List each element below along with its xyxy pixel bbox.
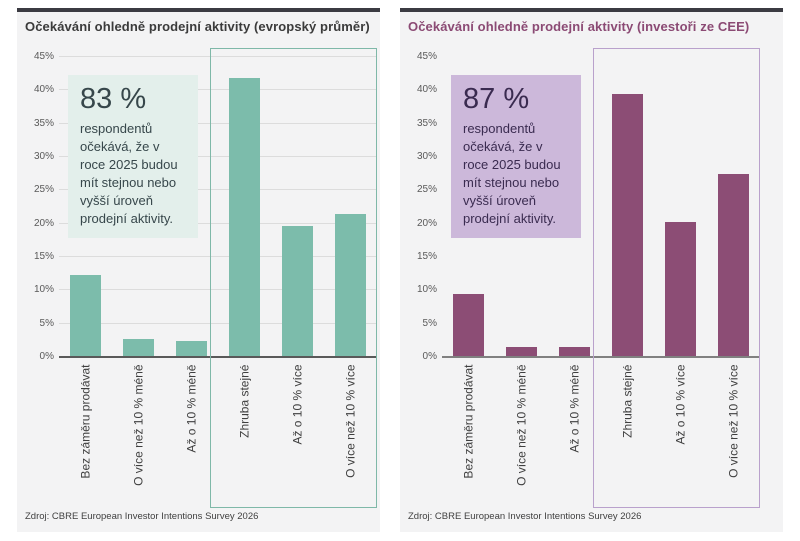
y-axis: 0% 5% 10% 15% 20% 25% 30% 35% 40% 45% <box>17 52 54 362</box>
gridline <box>59 189 377 191</box>
gridline <box>59 256 377 257</box>
y-tick-label: 30% <box>416 151 437 162</box>
bar <box>718 174 749 357</box>
bar <box>559 347 590 357</box>
y-tick-label: 5% <box>422 317 437 329</box>
x-axis-label: O více než 10 % méně <box>131 364 146 486</box>
gridline <box>59 56 377 57</box>
plot-area <box>442 57 760 358</box>
source-note: Zdroj: CBRE European Investor Intentions… <box>408 511 642 522</box>
highlight-box <box>210 48 377 508</box>
y-tick-label: 45% <box>33 51 54 62</box>
bar <box>123 339 154 357</box>
x-axis-label: Bez záměru prodávat <box>78 364 93 479</box>
chart-panel-european-average: Očekávání ohledně prodejní aktivity (evr… <box>17 8 380 532</box>
gridline <box>59 222 377 224</box>
annotation-headline: 87 % <box>463 83 530 115</box>
annotation-box: 83 % respondentů očekává, že v roce 2025… <box>68 75 198 238</box>
x-axis-label: Bez záměru prodávat <box>461 364 476 479</box>
x-axis-line <box>442 356 760 358</box>
y-tick-label: 35% <box>33 117 54 129</box>
annotation-body: respondentů očekává, že v roce 2025 budo… <box>463 121 561 227</box>
y-tick-label: 35% <box>416 117 437 129</box>
bar <box>335 214 366 357</box>
y-tick-label: 5% <box>39 317 54 329</box>
x-axis-line <box>59 356 377 358</box>
y-tick-label: 45% <box>416 51 437 62</box>
annotation-body: respondentů očekává, že v roce 2025 budo… <box>80 121 178 227</box>
chart-panel-cee-investors: Očekávání ohledně prodejní aktivity (inv… <box>400 8 783 532</box>
highlight-box <box>593 48 760 508</box>
y-tick-label: 10% <box>33 284 54 296</box>
bar <box>612 94 643 357</box>
x-axis-label: O více než 10 % méně <box>514 364 529 486</box>
gridline <box>59 156 377 157</box>
chart-title: Očekávání ohledně prodejní aktivity (evr… <box>25 19 370 34</box>
y-tick-label: 30% <box>33 151 54 162</box>
bar <box>282 226 313 357</box>
chart-title: Očekávání ohledně prodejní aktivity (inv… <box>408 19 750 34</box>
bar <box>229 78 260 357</box>
y-tick-label: 0% <box>422 351 437 362</box>
x-axis-label: Až o 10 % méně <box>184 364 199 453</box>
y-tick-label: 10% <box>416 284 437 296</box>
source-note: Zdroj: CBRE European Investor Intentions… <box>25 511 259 522</box>
bar <box>70 275 101 357</box>
y-tick-label: 0% <box>39 351 54 362</box>
y-tick-label: 15% <box>33 251 54 262</box>
annotation-headline: 83 % <box>80 83 147 115</box>
gridline <box>59 322 377 324</box>
bar <box>453 293 484 357</box>
bar <box>176 341 207 357</box>
y-tick-label: 20% <box>33 217 54 229</box>
annotation-box: 87 % respondentů očekává, že v roce 2025… <box>451 75 581 238</box>
y-tick-label: 20% <box>416 217 437 229</box>
gridline <box>59 89 377 91</box>
y-tick-label: 25% <box>416 184 437 196</box>
x-axis-label: Až o 10 % méně <box>567 364 582 453</box>
gridline <box>59 122 377 124</box>
bar <box>506 347 537 357</box>
y-tick-label: 40% <box>416 84 437 96</box>
bar <box>665 221 696 357</box>
plot-area <box>59 56 377 358</box>
y-axis: 0% 5% 10% 15% 20% 25% 30% 35% 40% 45% <box>400 52 437 362</box>
y-tick-label: 40% <box>33 84 54 96</box>
gridline <box>59 289 377 291</box>
y-tick-label: 25% <box>33 184 54 196</box>
y-tick-label: 15% <box>416 251 437 262</box>
